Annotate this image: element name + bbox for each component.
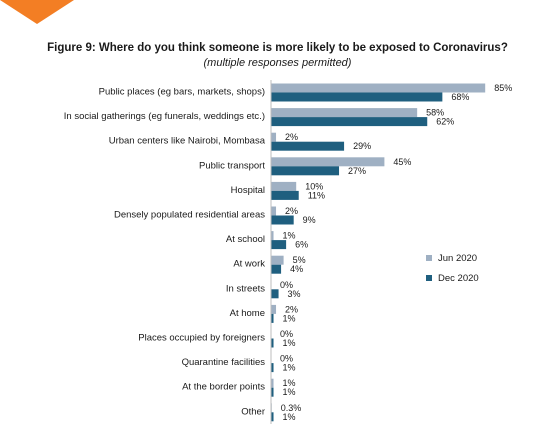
- bar-jun-2020: [271, 206, 277, 216]
- data-label: 1%: [283, 363, 296, 373]
- bar-jun-2020: [271, 108, 418, 118]
- bar-dec-2020: [271, 141, 345, 151]
- bar-jun-2020: [271, 132, 277, 142]
- bar-dec-2020: [271, 240, 287, 250]
- category-label: In streets: [226, 283, 265, 294]
- bar-dec-2020: [271, 190, 299, 200]
- legend-swatch: [426, 255, 432, 261]
- bar-dec-2020: [271, 117, 428, 127]
- category-label: Densely populated residential areas: [114, 210, 265, 221]
- bar-dec-2020: [271, 289, 279, 299]
- legend-label: Jun 2020: [438, 253, 477, 264]
- bar-dec-2020: [271, 387, 274, 397]
- bar-jun-2020: [271, 304, 277, 314]
- data-label: 68%: [451, 92, 469, 102]
- data-label: 11%: [308, 190, 325, 200]
- bar-jun-2020: [271, 378, 274, 388]
- data-label: 1%: [283, 231, 296, 241]
- category-label: Hospital: [231, 185, 265, 196]
- data-label: 2%: [285, 132, 298, 142]
- bar-jun-2020: [271, 255, 284, 265]
- data-label: 6%: [295, 240, 308, 250]
- data-label: 27%: [348, 166, 366, 176]
- data-label: 1%: [283, 412, 296, 422]
- data-label: 0%: [280, 354, 293, 364]
- data-label: 58%: [426, 108, 444, 118]
- category-label: Places occupied by foreigners: [138, 333, 265, 344]
- bar-dec-2020: [271, 412, 274, 422]
- data-label: 62%: [436, 117, 454, 127]
- bar-dec-2020: [271, 313, 274, 323]
- data-label: 45%: [393, 157, 411, 167]
- category-label: At home: [230, 308, 265, 319]
- data-label: 0%: [280, 329, 293, 339]
- category-label: At work: [233, 259, 265, 270]
- bar-jun-2020: [271, 157, 385, 167]
- category-label: In social gatherings (eg funerals, weddi…: [64, 111, 265, 122]
- bar-dec-2020: [271, 215, 294, 225]
- legend-swatch: [426, 275, 432, 281]
- bar-jun-2020: [271, 231, 274, 241]
- data-label: 5%: [293, 255, 306, 265]
- category-label: Quarantine facilities: [182, 357, 266, 368]
- data-label: 9%: [303, 215, 316, 225]
- data-label: 4%: [290, 264, 303, 274]
- data-label: 29%: [353, 141, 371, 151]
- bar-jun-2020: [271, 181, 297, 191]
- data-label: 85%: [494, 83, 512, 93]
- bar-dec-2020: [271, 166, 340, 176]
- category-label: Other: [241, 406, 265, 417]
- data-label: 1%: [283, 378, 296, 388]
- bar-dec-2020: [271, 92, 443, 102]
- data-label: 0.3%: [281, 403, 302, 413]
- corner-triangle-decoration: [0, 0, 74, 24]
- chart-title: Figure 9: Where do you think someone is …: [47, 42, 508, 54]
- data-label: 2%: [285, 206, 298, 216]
- category-label: Public transport: [199, 160, 265, 171]
- data-label: 1%: [283, 313, 296, 323]
- category-label: At school: [226, 234, 265, 245]
- chart-subtitle: (multiple responses permitted): [203, 57, 352, 69]
- bar-dec-2020: [271, 363, 274, 373]
- category-label: At the border points: [182, 382, 265, 393]
- legend-label: Dec 2020: [438, 273, 479, 284]
- data-label: 0%: [280, 280, 293, 290]
- data-label: 2%: [285, 304, 298, 314]
- bar-dec-2020: [271, 264, 282, 274]
- category-label: Public places (eg bars, markets, shops): [99, 87, 265, 98]
- data-label: 10%: [305, 181, 323, 191]
- data-label: 1%: [283, 387, 296, 397]
- data-label: 3%: [288, 289, 301, 299]
- bar-dec-2020: [271, 338, 274, 348]
- bar-jun-2020: [271, 83, 486, 93]
- data-label: 1%: [283, 338, 296, 348]
- category-label: Urban centers like Nairobi, Mombasa: [109, 136, 266, 147]
